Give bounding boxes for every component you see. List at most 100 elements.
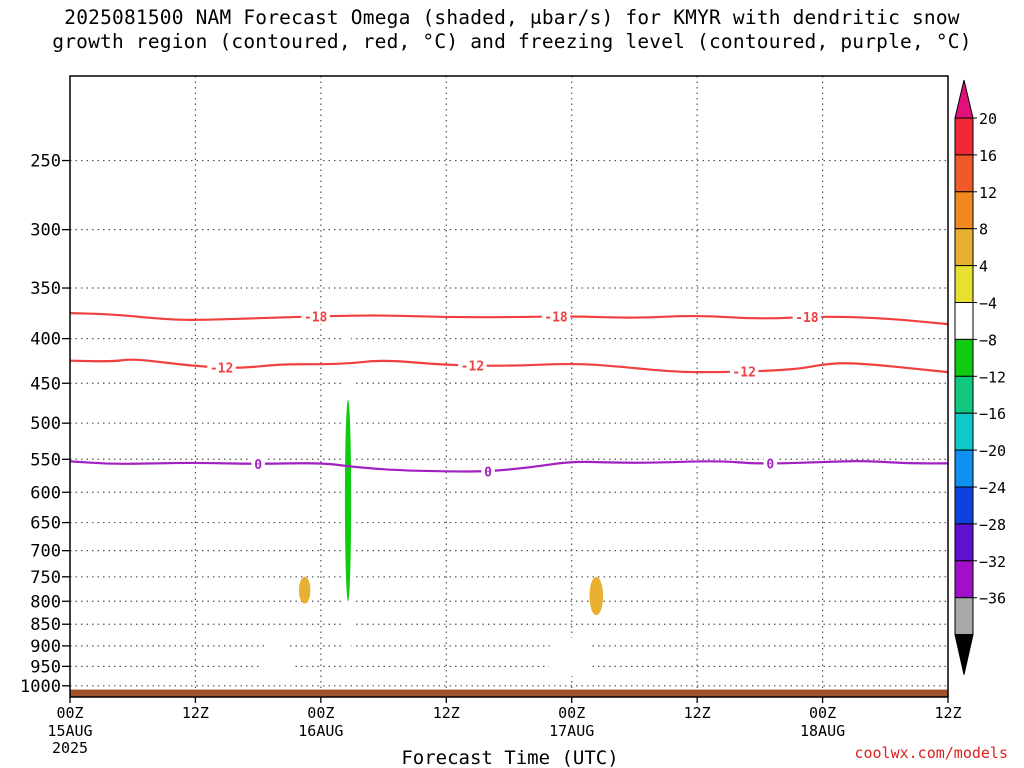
colorbar-swatch (954, 486, 974, 525)
contour-label: -18 (544, 310, 568, 325)
y-tick-label: 750 (30, 568, 61, 588)
x-tick-year: 2025 (52, 739, 88, 757)
colorbar-swatch (954, 597, 974, 636)
colorbar-label: −16 (979, 405, 1006, 423)
x-tick-date: 16AUG (298, 722, 343, 740)
contour-label-bg (541, 308, 571, 325)
colorbar-swatch (954, 191, 974, 230)
chart-title: 2025081500 NAM Forecast Omega (shaded, μ… (0, 6, 1024, 54)
colorbar-swatch (954, 265, 974, 304)
x-tick-label: 12Z (934, 704, 961, 722)
x-tick-label: 12Z (433, 704, 460, 722)
y-tick-label: 650 (30, 514, 61, 534)
contour-label: -12 (461, 360, 484, 375)
omega-shading (260, 314, 604, 681)
gridlines (70, 76, 948, 697)
colorbar-swatch (954, 228, 974, 267)
colorbar-label: −32 (979, 553, 1006, 571)
contour-label: -12 (210, 362, 233, 377)
y-tick-label: 500 (30, 414, 61, 434)
contour-label-bg (729, 363, 759, 380)
title-line-1: 2025081500 NAM Forecast Omega (shaded, μ… (64, 6, 960, 29)
y-tick-label: 800 (30, 592, 61, 612)
colorbar-label: −4 (979, 295, 997, 313)
y-tick-label: 250 (30, 152, 61, 172)
x-tick-date: 17AUG (549, 722, 594, 740)
colorbar-label: 8 (979, 221, 988, 239)
colorbar-swatch (954, 560, 974, 599)
contour-label: -18 (304, 310, 328, 325)
contour-label: 0 (254, 458, 262, 473)
upward-motion-core (344, 399, 352, 602)
colorbar-label: −8 (979, 331, 997, 349)
colorbar-swatch (954, 449, 974, 488)
colorbar-top-arrow (954, 79, 974, 119)
colorbar-label: −28 (979, 516, 1006, 534)
contour-label-bg (301, 308, 330, 325)
downward-motion-spot-2 (589, 576, 604, 616)
temperature-contours: -18 -18 -18 -12 -12 -12 0 0 0 (69, 308, 949, 480)
contour-label-bg (481, 463, 495, 480)
y-tick-label: 600 (30, 483, 61, 503)
colorbar-swatch (954, 302, 974, 340)
y-tick-label: 550 (30, 450, 61, 470)
contour-label: 0 (484, 465, 492, 480)
downward-motion-spot-1 (298, 576, 311, 604)
y-tick-label: 400 (30, 330, 61, 350)
x-tick-label: 00Z (558, 704, 585, 722)
x-tick-label: 12Z (684, 704, 711, 722)
contour--18 (69, 312, 949, 326)
colorbar-bottom-arrow (954, 634, 974, 675)
colorbar-label: 4 (979, 258, 988, 276)
contour-label-bg (792, 308, 822, 325)
colorbar-label: 20 (979, 110, 997, 128)
terrain-fill (70, 689, 948, 697)
y-tick-label: 450 (30, 374, 61, 394)
contour--12 (69, 358, 949, 374)
contour-label-bg (458, 357, 487, 374)
contour-label-bg (251, 456, 265, 473)
x-tick-date: 15AUG (47, 722, 92, 740)
y-tick-label: 1000 (20, 677, 61, 697)
colorbar-swatch (954, 523, 974, 562)
contour-label-bg (207, 359, 236, 376)
x-tick-label: 00Z (307, 704, 334, 722)
colorbar-swatch (954, 412, 974, 451)
x-tick-label: 12Z (182, 704, 209, 722)
y-tick-label: 850 (30, 615, 61, 635)
y-tick-label: 300 (30, 221, 61, 241)
contour-0 (69, 460, 948, 473)
colorbar: 20 16 12 8 4 −4 −8 −12 −16 −20 −24 −28 −32 −36 (954, 79, 1006, 675)
colorbar-label: −24 (979, 479, 1006, 497)
x-axis-label: Forecast Time (UTC) (401, 747, 618, 768)
colorbar-swatch (954, 375, 974, 414)
colorbar-label: 12 (979, 184, 997, 202)
x-tick-label: 00Z (809, 704, 836, 722)
title-line-2: growth region (contoured, red, °C) and f… (52, 30, 972, 53)
x-tick-label: 00Z (56, 704, 83, 722)
colorbar-label: 16 (979, 147, 997, 165)
contour-label: -12 (732, 366, 755, 381)
contour-label-bg (763, 455, 778, 472)
colorbar-swatch (954, 154, 974, 193)
plot-border (69, 75, 949, 698)
x-tick-date: 18AUG (800, 722, 845, 740)
contour-label: -18 (795, 311, 819, 326)
y-tick-label: 700 (30, 542, 61, 562)
pressure-axis: 2503003504004505005506006507007508008509… (20, 152, 70, 697)
terrain-strip (70, 689, 948, 697)
credit-link[interactable]: coolwx.com/models (854, 744, 1008, 762)
colorbar-label: −12 (979, 368, 1006, 386)
colorbar-label: −20 (979, 442, 1006, 460)
plot-frame (69, 75, 949, 698)
colorbar-label: −36 (979, 590, 1006, 608)
colorbar-swatch (954, 338, 974, 377)
colorbar-swatch (954, 117, 974, 156)
y-tick-label: 900 (30, 637, 61, 657)
contour-label: 0 (766, 458, 774, 473)
y-tick-label: 950 (30, 657, 61, 677)
y-tick-label: 350 (30, 279, 61, 299)
upward-motion-blob-2 (545, 637, 596, 677)
